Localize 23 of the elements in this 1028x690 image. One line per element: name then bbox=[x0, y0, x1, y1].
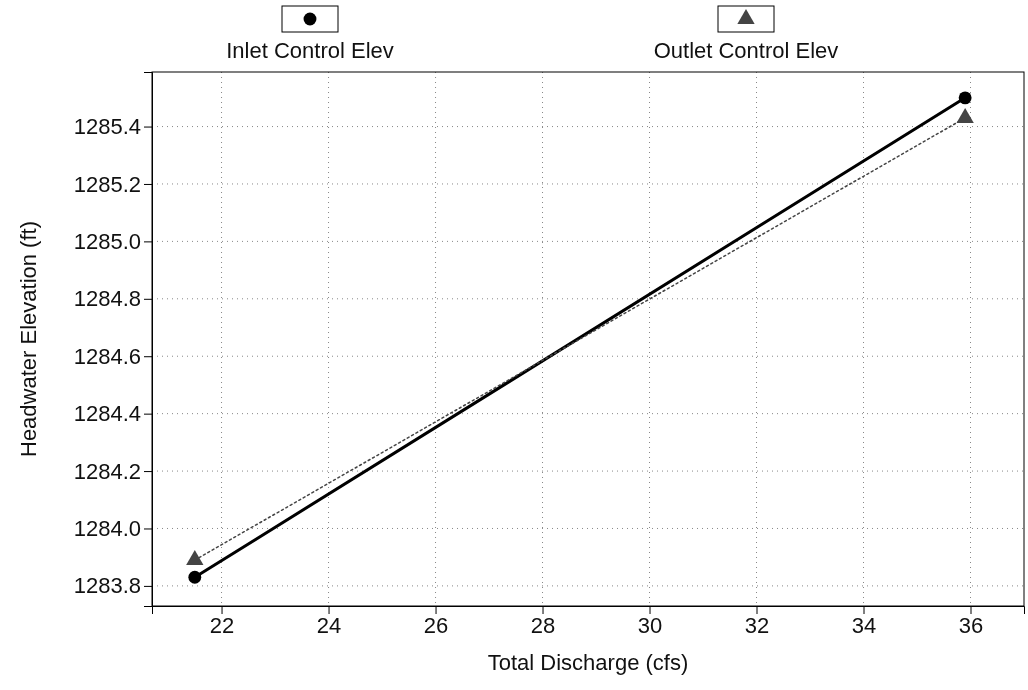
y-tick-label: 1285.4 bbox=[73, 114, 141, 140]
x-tick-label: 28 bbox=[530, 612, 556, 638]
y-tick-label: 1284.8 bbox=[73, 286, 141, 312]
y-tick-label: 1284.0 bbox=[73, 516, 141, 542]
y-tick-label: 1284.4 bbox=[73, 401, 141, 427]
x-axis-title: Total Discharge (cfs) bbox=[487, 650, 689, 675]
x-tick-label: 36 bbox=[958, 612, 984, 638]
x-tick-label: 22 bbox=[209, 612, 235, 638]
y-tick-label: 1283.8 bbox=[73, 573, 141, 599]
y-tick-label: 1285.0 bbox=[73, 228, 141, 254]
x-tick-label: 26 bbox=[423, 612, 449, 638]
y-tick-label: 1284.2 bbox=[73, 458, 141, 484]
y-tick-label: 1284.6 bbox=[73, 343, 141, 369]
y-axis-title: Headwater Elevation (ft) bbox=[16, 221, 41, 457]
x-tick-label: 24 bbox=[316, 612, 342, 638]
point bbox=[958, 91, 972, 105]
x-tick-label: 34 bbox=[851, 612, 877, 638]
y-tick-label: 1285.2 bbox=[73, 171, 141, 197]
point bbox=[188, 570, 202, 584]
x-tick-label: 30 bbox=[637, 612, 663, 638]
legend-label: Inlet Control Elev bbox=[226, 38, 394, 63]
x-tick-label: 32 bbox=[744, 612, 770, 638]
legend-label: Outlet Control Elev bbox=[653, 38, 839, 63]
